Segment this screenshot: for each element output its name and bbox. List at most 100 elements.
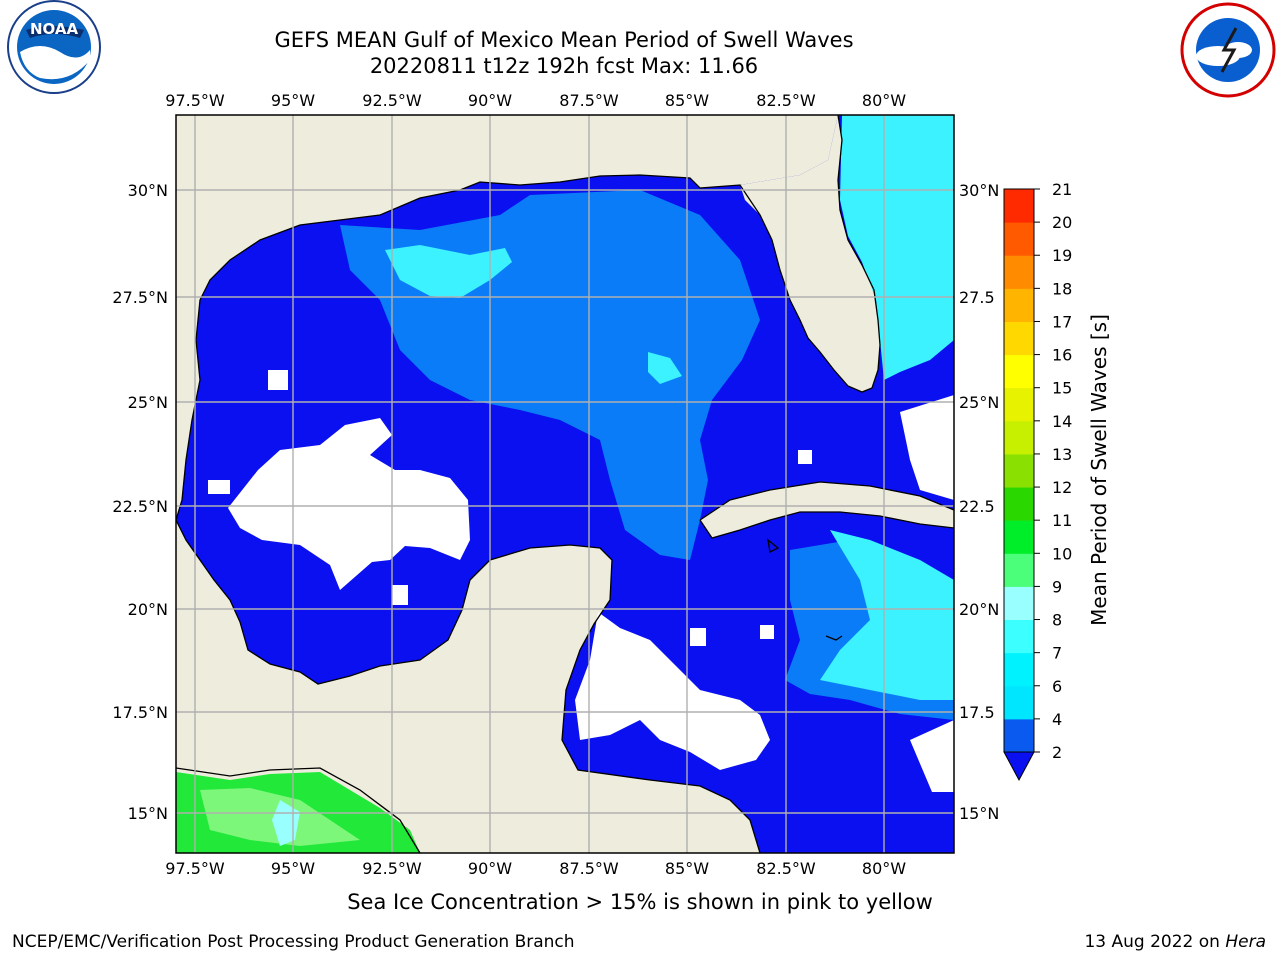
colorbar-segment: [1004, 288, 1034, 322]
colorbar-segment: [1004, 255, 1034, 289]
lon-label: 87.5°W: [559, 91, 619, 110]
field-period-4-6-small: [648, 352, 682, 384]
lon-label: 92.5°W: [362, 91, 422, 110]
map-frame: [175, 114, 955, 854]
colorbar-tick-label: 11: [1052, 511, 1072, 530]
colorbar-tick-label: 6: [1052, 677, 1062, 696]
colorbar-segment: [1004, 718, 1034, 753]
colorbar-segment: [1004, 553, 1034, 587]
lon-label: 90°W: [468, 91, 512, 110]
lat-label: 30°N: [128, 181, 168, 200]
missing-speck-4: [690, 628, 706, 646]
colorbar-segment: [1004, 189, 1034, 223]
missing-southeast: [910, 720, 954, 792]
lat-label: 30°N: [959, 181, 999, 200]
lon-label: 80°W: [862, 91, 906, 110]
colorbar-tick-label: 14: [1052, 412, 1072, 431]
sea-ice-caption: Sea Ice Concentration > 15% is shown in …: [347, 890, 933, 914]
colorbar-tick-label: 15: [1052, 379, 1072, 398]
lat-labels-left: 30°N 27.5°N 25°N 22.5°N 20°N 17.5°N 15°N: [112, 181, 168, 823]
colorbar-tick-label: 18: [1052, 279, 1072, 298]
colorbar-segment: [1004, 619, 1034, 654]
colorbar-segment: [1004, 586, 1034, 621]
chart-subtitle: 20220811 t12z 192h fcst Max: 11.66: [369, 54, 759, 78]
colorbar-segment: [1004, 387, 1034, 422]
missing-speck-5: [760, 625, 774, 639]
lat-label: 27.5°N: [112, 288, 168, 307]
colorbar-tick-label: 7: [1052, 644, 1062, 663]
land-cuba: [700, 482, 954, 538]
lon-label: 82.5°W: [756, 859, 816, 878]
missing-east-caribbean: [900, 395, 954, 500]
colorbar-frame: [1003, 188, 1035, 753]
noaa-logo-text: NOAA: [30, 20, 79, 38]
lon-labels-bottom: 97.5°W 95°W 92.5°W 90°W 87.5°W 85°W 82.5…: [165, 859, 906, 878]
noaa-logo: NOAA: [7, 0, 101, 94]
colorbar-tick-label: 20: [1052, 213, 1072, 232]
colorbar-segment: [1004, 487, 1034, 521]
colorbar-segment: [1004, 321, 1034, 356]
lat-label: 17.5: [959, 703, 995, 722]
footer-credit: NCEP/EMC/Verification Post Processing Pr…: [12, 932, 575, 952]
lon-label: 80°W: [862, 859, 906, 878]
lat-label: 15°N: [128, 804, 168, 823]
lon-label: 87.5°W: [559, 859, 619, 878]
colorbar-segment: [1004, 453, 1034, 488]
colorbar-tick-label: 2: [1052, 743, 1062, 762]
lon-label: 82.5°W: [756, 91, 816, 110]
colorbar-tick-label: 19: [1052, 246, 1072, 265]
field-period-4-6-gulf: [385, 245, 512, 298]
colorbar-tick-label: 21: [1052, 180, 1072, 199]
field-period-4-6-florida: [840, 115, 954, 380]
chart-title: GEFS MEAN Gulf of Mexico Mean Period of …: [274, 28, 854, 52]
graticule: [176, 115, 954, 853]
lat-labels-right: 30°N 27.5 25°N 22.5 20°N 17.5 15°N: [959, 181, 999, 823]
colorbar-tick-label: 16: [1052, 346, 1072, 365]
lat-label: 20°N: [959, 600, 999, 619]
coastlines: [175, 114, 955, 854]
land-us-gulf-coast: [176, 115, 838, 520]
lon-label: 92.5°W: [362, 859, 422, 878]
colorbar: 2 4 6 7 8 9 10 11 12 13 14 15 16 17 18 19 20 21: [1003, 180, 1072, 782]
lat-label: 25°N: [959, 393, 999, 412]
map-area: [175, 114, 955, 854]
colorbar-tick-label: 8: [1052, 611, 1062, 630]
lat-label: 27.5: [959, 288, 995, 307]
colorbar-tick-label: 12: [1052, 478, 1072, 497]
colorbar-tick-label: 13: [1052, 445, 1072, 464]
footer-date: 13 Aug 2022 on Hera: [1084, 932, 1266, 952]
lon-label: 85°W: [665, 91, 709, 110]
land-florida: [740, 115, 880, 392]
lat-label: 22.5°N: [112, 497, 168, 516]
colorbar-segment: [1004, 354, 1034, 389]
missing-speck-6: [798, 450, 812, 464]
lon-label: 97.5°W: [165, 859, 225, 878]
colorbar-tick-label: 9: [1052, 577, 1062, 596]
colorbar-segment: [1004, 520, 1034, 554]
national-weather-service-logo: [1180, 2, 1276, 98]
lon-labels-top: 97.5°W 95°W 92.5°W 90°W 87.5°W 85°W 82.5…: [165, 91, 906, 110]
footer-date-text: 13 Aug 2022 on: [1084, 932, 1226, 952]
colorbar-segment: [1004, 685, 1034, 720]
lon-label: 95°W: [271, 91, 315, 110]
missing-speck-1: [268, 370, 288, 390]
colorbar-tick-label: 10: [1052, 544, 1072, 563]
colorbar-tick-label: 17: [1052, 312, 1072, 331]
lon-label: 97.5°W: [165, 91, 225, 110]
lat-label: 15°N: [959, 804, 999, 823]
colorbar-segment: [1004, 652, 1034, 687]
footer-machine: Hera: [1225, 932, 1266, 952]
lon-label: 90°W: [468, 859, 512, 878]
field-period-4-6-caribbean: [820, 530, 954, 700]
lat-label: 22.5: [959, 497, 995, 516]
lat-label: 20°N: [128, 600, 168, 619]
lat-label: 25°N: [128, 393, 168, 412]
missing-yucatan-channel: [575, 612, 770, 770]
colorbar-label: Mean Period of Swell Waves [s]: [1087, 314, 1111, 626]
colorbar-segment: [1004, 222, 1034, 256]
lon-label: 95°W: [271, 859, 315, 878]
missing-speck-2: [208, 480, 230, 494]
colorbar-extend-arrow: [1003, 751, 1035, 782]
missing-bay-of-campeche: [228, 418, 470, 590]
